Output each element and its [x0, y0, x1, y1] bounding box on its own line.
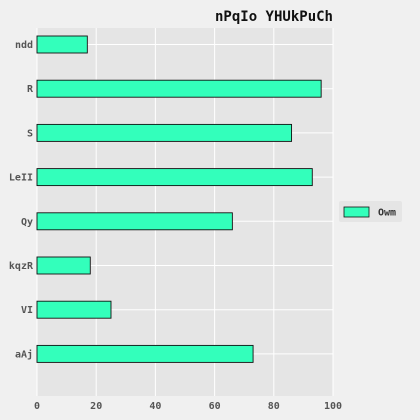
y-tick-labels: ndd R S LeII Qy kqzR VI aAj [9, 40, 34, 360]
y-tick-label: aAj [15, 348, 33, 360]
y-tick-label: VI [21, 305, 33, 316]
bar-R [36, 79, 322, 98]
x-tick-label: 40 [149, 401, 161, 412]
bar-series [36, 35, 322, 363]
bar-LeII [36, 168, 313, 187]
chart-title: nPqIo YHUkPuCh [215, 9, 333, 25]
x-tick-label: 0 [34, 401, 40, 412]
y-tick-label: S [27, 128, 33, 139]
legend: Owm [339, 201, 402, 222]
y-tick-label: kqzR [9, 261, 34, 272]
x-tick-label: 100 [324, 401, 342, 412]
bar-Qy [36, 212, 233, 231]
y-tick-label: LeII [9, 173, 33, 184]
x-tick-label: 20 [90, 401, 102, 412]
x-tick-label: 60 [209, 401, 221, 412]
legend-swatch [343, 206, 370, 218]
bar-S [36, 123, 293, 142]
bar-kqzR [36, 256, 91, 275]
bar-aAj [36, 344, 254, 363]
y-tick-label: R [27, 84, 34, 95]
legend-label: Owm [378, 208, 396, 219]
y-tick-label: Qy [21, 217, 33, 228]
bar-ndd [36, 35, 88, 54]
x-tick-labels: 0 20 40 60 80 100 [34, 401, 342, 412]
y-tick-label: ndd [15, 40, 33, 51]
bar-VI [36, 300, 112, 319]
x-tick-label: 80 [268, 401, 280, 412]
